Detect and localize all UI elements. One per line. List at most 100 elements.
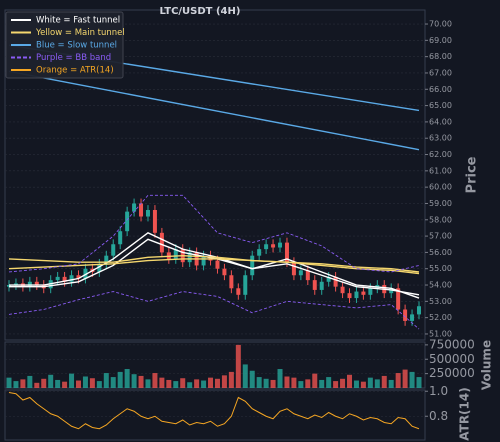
volume-bar xyxy=(416,377,422,388)
candle-body xyxy=(333,276,338,287)
volume-bar xyxy=(13,381,19,388)
y-tick-label: 57.00 xyxy=(429,232,452,241)
volume-bar xyxy=(235,344,241,388)
volume-bar xyxy=(228,371,234,388)
y-tick-label: 55.00 xyxy=(429,264,452,273)
price-axis-label: Price xyxy=(465,156,480,193)
volume-bar xyxy=(117,371,123,388)
volume-bar xyxy=(103,373,109,388)
candle-body xyxy=(69,275,74,282)
y-tick-label: 56.00 xyxy=(429,248,452,257)
candle-body xyxy=(243,275,248,295)
volume-bar xyxy=(131,374,137,388)
volume-bar xyxy=(242,364,248,388)
volume-bar xyxy=(208,377,214,388)
candle-body xyxy=(145,209,150,217)
candle-body xyxy=(111,244,116,256)
candle-body xyxy=(152,209,157,233)
overlay-line xyxy=(8,291,420,330)
candle-body xyxy=(83,268,88,279)
volume-bar xyxy=(270,379,276,388)
volume-bar xyxy=(166,379,172,388)
candle-body xyxy=(222,268,227,276)
y-tick-label: 250000 xyxy=(429,366,475,380)
y-tick-label: 53.00 xyxy=(429,297,452,306)
volume-bar xyxy=(381,375,387,388)
candle-body xyxy=(264,244,269,250)
volume-bar xyxy=(298,381,304,388)
candle-body xyxy=(132,203,137,212)
candle-body xyxy=(62,276,67,282)
candle-body xyxy=(271,244,276,248)
volume-bar xyxy=(263,378,269,388)
volume-bar xyxy=(402,369,408,388)
volume-bar xyxy=(333,381,339,388)
volume-bar xyxy=(89,378,95,388)
volume-axis-label: Volume xyxy=(480,340,494,390)
volume-bar xyxy=(312,373,318,388)
candle-body xyxy=(104,255,109,264)
legend-label: Orange = ATR(14) xyxy=(36,66,114,76)
volume-bar xyxy=(159,377,165,388)
legend: White = Fast tunnel Yellow = Main tunnel B… xyxy=(5,11,125,79)
candle-body xyxy=(125,211,130,232)
candle-body xyxy=(417,306,421,315)
volume-bar xyxy=(340,378,346,388)
volume-bar xyxy=(367,377,373,388)
y-tick-label: 750000 xyxy=(429,337,475,351)
candle-body xyxy=(173,249,178,259)
y-tick-label: 59.00 xyxy=(429,199,452,208)
volume-bar xyxy=(374,379,380,388)
candle-body xyxy=(389,288,394,294)
volume-bar xyxy=(319,379,325,388)
y-tick-label: 51.00 xyxy=(429,329,452,338)
atr-axis-label: ATR(14) xyxy=(458,387,472,440)
y-tick-label: 64.00 xyxy=(429,117,452,126)
candle-body xyxy=(326,276,331,282)
candle-body xyxy=(284,242,289,263)
candle-body xyxy=(229,275,234,289)
y-tick-label: 69.00 xyxy=(429,36,452,45)
candle-body xyxy=(291,262,296,276)
volume-bar xyxy=(138,375,144,388)
y-tick-label: 0.8 xyxy=(429,409,448,423)
candle-body xyxy=(7,285,11,287)
candle-body xyxy=(13,283,18,286)
volume-bar xyxy=(20,379,26,388)
volume-bar xyxy=(75,380,81,388)
y-tick-label: 62.00 xyxy=(429,150,452,159)
volume-bar xyxy=(395,373,401,388)
volume-bar xyxy=(55,379,61,388)
y-tick-label: 63.00 xyxy=(429,134,452,143)
candle-body xyxy=(361,291,366,295)
y-tick-label: 67.00 xyxy=(429,68,452,77)
candle-body xyxy=(368,288,373,295)
candle-body xyxy=(340,286,345,294)
candle-body xyxy=(27,281,32,287)
volume-bar xyxy=(180,378,186,388)
y-tick-label: 500000 xyxy=(429,352,475,366)
volume-bar xyxy=(291,377,297,388)
chart-title: LTC/USDT (4H) xyxy=(160,6,241,17)
candle-body xyxy=(187,252,192,263)
volume-bar xyxy=(124,369,130,388)
volume-bar xyxy=(194,379,200,388)
candle-body xyxy=(201,255,206,266)
y-tick-label: 1.0 xyxy=(429,384,448,398)
volume-bar xyxy=(41,378,47,388)
candle-body xyxy=(139,203,144,217)
candle-body xyxy=(159,232,164,253)
atr-panel xyxy=(4,389,426,441)
volume-bar xyxy=(145,379,151,388)
volume-bar xyxy=(201,380,207,388)
candle-body xyxy=(215,260,220,269)
volume-bar xyxy=(34,382,40,388)
volume-bar xyxy=(347,374,353,388)
volume-bar xyxy=(360,381,366,388)
volume-bar xyxy=(353,380,359,388)
candle-body xyxy=(97,263,102,272)
volume-bar xyxy=(48,374,54,388)
volume-bar xyxy=(214,378,220,388)
y-tick-label: 58.00 xyxy=(429,215,452,224)
